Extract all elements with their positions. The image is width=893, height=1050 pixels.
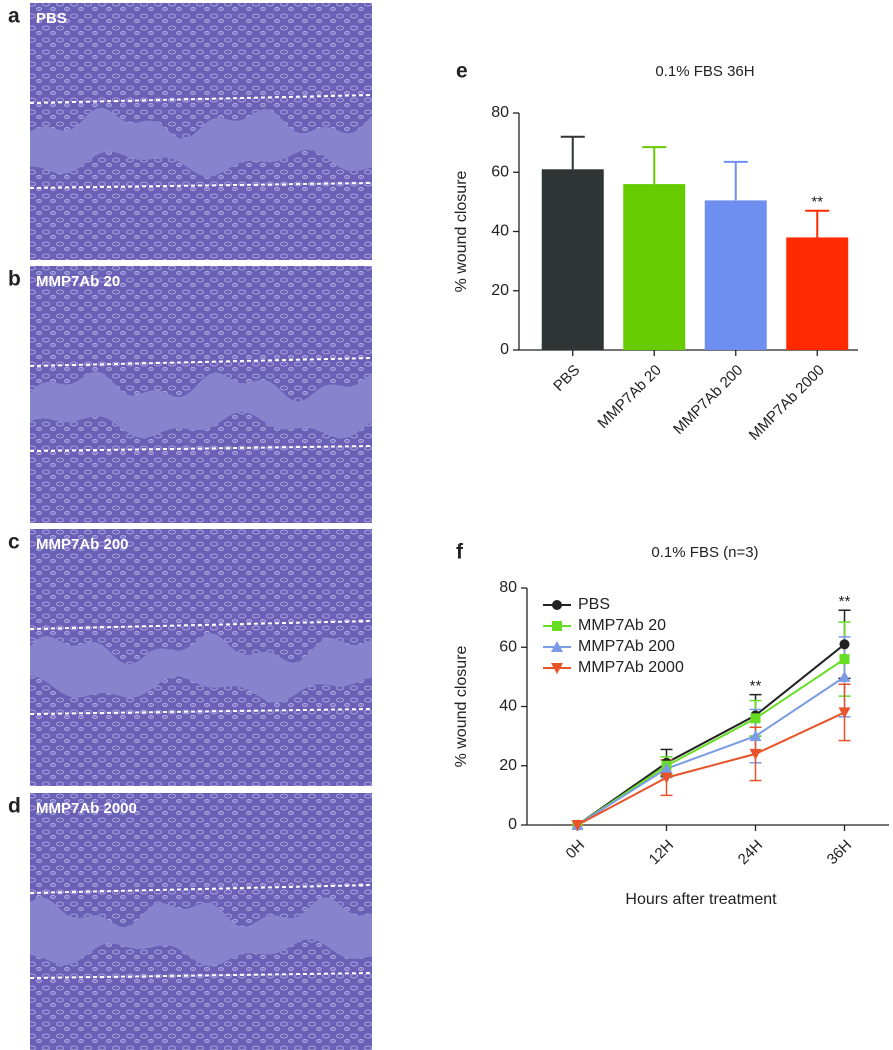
significance: ** (750, 678, 762, 695)
marker (660, 762, 673, 774)
marker (750, 713, 761, 724)
legend-label: MMP7Ab 2000 (578, 659, 684, 676)
series-line (576, 676, 846, 826)
wound-gap (30, 897, 372, 967)
marker (660, 772, 673, 784)
series-line (577, 711, 845, 826)
series-line (576, 643, 846, 826)
wound-edge (29, 620, 373, 630)
wound-gap (30, 371, 372, 439)
bar (541, 169, 604, 350)
y-tick-label: 0 (500, 341, 509, 358)
panel-letter: f (456, 541, 464, 564)
wound-edge (29, 972, 373, 979)
bar (786, 237, 849, 350)
x-tick-label: MMP7Ab 20 (594, 362, 664, 432)
legend-label: MMP7Ab 200 (578, 638, 675, 655)
wound-edge (29, 357, 373, 367)
y-tick-label: 40 (491, 223, 509, 240)
marker (839, 654, 850, 665)
marker (571, 820, 584, 831)
x-tick-label: 24H (735, 837, 766, 868)
wound-edge (29, 884, 373, 894)
image-label: MMP7Ab 2000 (36, 800, 137, 817)
x-tick-label: 36H (824, 837, 855, 868)
chart-title: 0.1% FBS 36H (655, 63, 754, 80)
panel-letter: c (8, 531, 20, 554)
y-tick-label: 0 (508, 816, 517, 833)
marker (551, 641, 563, 652)
x-tick-label: MMP7Ab 2000 (746, 362, 828, 444)
x-axis-label: Hours after treatment (625, 891, 777, 908)
wound-edge (29, 445, 373, 452)
significance: ** (839, 593, 851, 610)
marker (838, 670, 851, 682)
x-tick-label: PBS (550, 362, 583, 395)
marker (839, 639, 850, 650)
y-tick-label: 40 (499, 698, 517, 715)
panel-letter: d (8, 795, 21, 818)
y-tick-label: 20 (491, 282, 509, 299)
panel-letter: a (8, 5, 20, 28)
marker (552, 600, 562, 610)
significance: ** (811, 194, 823, 211)
wound-edge (29, 708, 373, 715)
y-axis-label: % wound closure (453, 170, 470, 292)
image-label: MMP7Ab 20 (36, 273, 120, 290)
marker (552, 621, 562, 631)
marker (551, 663, 563, 674)
panel-letter: e (456, 60, 468, 83)
image-label: MMP7Ab 200 (36, 536, 129, 553)
marker (749, 730, 762, 742)
chart-title: 0.1% FBS (n=3) (651, 544, 758, 561)
x-tick-label: 0H (563, 837, 589, 863)
wound-edge (29, 94, 373, 104)
y-tick-label: 60 (491, 163, 509, 180)
wound-edge (29, 182, 373, 189)
y-tick-label: 80 (499, 579, 517, 596)
series-line (576, 658, 846, 826)
y-tick-label: 60 (499, 638, 517, 655)
legend-label: MMP7Ab 20 (578, 617, 666, 634)
bar (623, 184, 686, 350)
y-tick-label: 20 (499, 757, 517, 774)
legend-label: PBS (578, 596, 610, 613)
marker (749, 748, 762, 760)
y-tick-label: 80 (491, 104, 509, 121)
image-label: PBS (36, 10, 67, 27)
x-tick-label: 12H (646, 837, 677, 868)
y-axis-label: % wound closure (453, 645, 470, 767)
x-tick-label: MMP7Ab 200 (670, 362, 746, 438)
panel-letter: b (8, 268, 21, 291)
marker (838, 707, 851, 719)
wound-gap (30, 633, 372, 703)
bar (704, 200, 767, 350)
wound-gap (30, 107, 372, 177)
